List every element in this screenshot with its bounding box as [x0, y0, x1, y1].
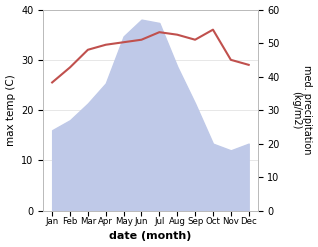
Y-axis label: max temp (C): max temp (C) — [5, 74, 16, 146]
Y-axis label: med. precipitation
(kg/m2): med. precipitation (kg/m2) — [291, 65, 313, 155]
X-axis label: date (month): date (month) — [109, 231, 192, 242]
